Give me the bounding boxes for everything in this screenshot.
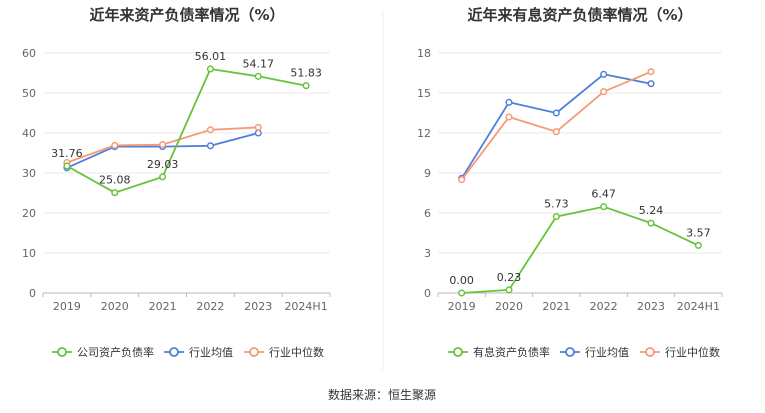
data-label: 31.76 [51, 147, 83, 160]
x-tick-label: 2022 [590, 300, 618, 313]
legend-label: 行业中位数 [269, 345, 324, 359]
legend-label: 行业均值 [189, 346, 233, 359]
y-tick-label: 50 [22, 87, 36, 100]
data-point [111, 189, 119, 197]
y-tick-label: 6 [424, 207, 431, 220]
x-tick-label: 2022 [196, 300, 224, 313]
legend-swatch-marker [169, 347, 179, 357]
data-point [505, 98, 513, 106]
data-point [458, 289, 466, 297]
data-point [458, 176, 466, 184]
data-label: 0.00 [449, 274, 474, 287]
y-tick-label: 40 [22, 127, 36, 140]
legend-swatch-marker [57, 347, 67, 357]
legend-label: 有息资产负债率 [473, 345, 550, 359]
chart-panel-debt-ratio: 近年来资产负债率情况（%） 0 10 20 30 40 50 60 2019 2020 2021 20… [22, 6, 331, 359]
data-point [647, 68, 655, 76]
x-tick-label: 2024H1 [284, 300, 327, 313]
data-point [63, 162, 71, 170]
data-label: 5.73 [544, 198, 569, 211]
legend-label: 行业中位数 [665, 345, 720, 359]
data-label: 56.01 [195, 50, 227, 63]
legend-swatch-marker [645, 347, 655, 357]
y-tick-label: 10 [22, 247, 36, 260]
data-point [552, 109, 560, 117]
x-tick-label: 2024H1 [677, 300, 720, 313]
data-label: 29.03 [147, 158, 179, 171]
data-source-note: 数据来源：恒生聚源 [328, 387, 436, 402]
x-tick-label: 2023 [244, 300, 272, 313]
y-tick-label: 20 [22, 207, 36, 220]
data-label: 54.17 [243, 57, 275, 70]
data-point [302, 82, 310, 90]
data-point [111, 141, 119, 149]
data-point [552, 213, 560, 221]
data-point [206, 65, 214, 73]
x-tick-label: 2021 [542, 300, 570, 313]
data-point [552, 128, 560, 136]
data-point [600, 88, 608, 96]
x-tick-label: 2019 [53, 300, 81, 313]
x-tick-label: 2019 [448, 300, 476, 313]
data-label: 0.23 [497, 271, 522, 284]
data-point [694, 241, 702, 249]
y-tick-label: 12 [417, 127, 431, 140]
x-tick-label: 2020 [101, 300, 129, 313]
y-tick-label: 9 [424, 167, 431, 180]
data-point [159, 141, 167, 149]
x-tick-label: 2020 [495, 300, 523, 313]
data-point [505, 286, 513, 294]
data-point [647, 80, 655, 88]
data-point [505, 113, 513, 121]
data-label: 51.83 [290, 67, 322, 80]
series-line [460, 70, 652, 181]
legend-swatch-marker [565, 347, 575, 357]
data-label: 25.08 [99, 174, 131, 187]
y-tick-label: 18 [417, 47, 431, 60]
data-point [254, 129, 262, 137]
legend-swatch-marker [249, 347, 259, 357]
data-point [600, 203, 608, 211]
data-point [647, 219, 655, 227]
y-tick-label: 0 [29, 287, 36, 300]
data-point [159, 173, 167, 181]
chart-panel-interest-debt-ratio: 近年来有息资产负债率情况（%） 0 3 6 9 12 15 18 2019 2020 2021 202… [417, 6, 723, 359]
data-label: 3.57 [686, 226, 711, 239]
y-tick-label: 15 [417, 87, 431, 100]
data-label: 5.24 [639, 204, 664, 217]
chart-title: 近年来资产负债率情况（%） [89, 6, 284, 24]
x-tick-label: 2023 [637, 300, 665, 313]
y-tick-label: 60 [22, 47, 36, 60]
y-tick-label: 0 [424, 287, 431, 300]
data-point [254, 72, 262, 80]
legend-swatch-marker [453, 347, 463, 357]
series-line [461, 205, 699, 294]
chart-title: 近年来有息资产负债率情况（%） [467, 6, 692, 24]
y-tick-label: 3 [424, 247, 431, 260]
data-point [600, 70, 608, 78]
y-tick-label: 30 [22, 167, 36, 180]
series-line [66, 68, 307, 194]
data-label: 6.47 [591, 188, 616, 201]
legend-label: 行业均值 [585, 346, 629, 359]
series-line [460, 73, 652, 179]
data-point [254, 123, 262, 131]
data-point [206, 126, 214, 134]
x-tick-label: 2021 [149, 300, 177, 313]
legend-label: 公司资产负债率 [77, 345, 154, 359]
data-point [206, 142, 214, 150]
